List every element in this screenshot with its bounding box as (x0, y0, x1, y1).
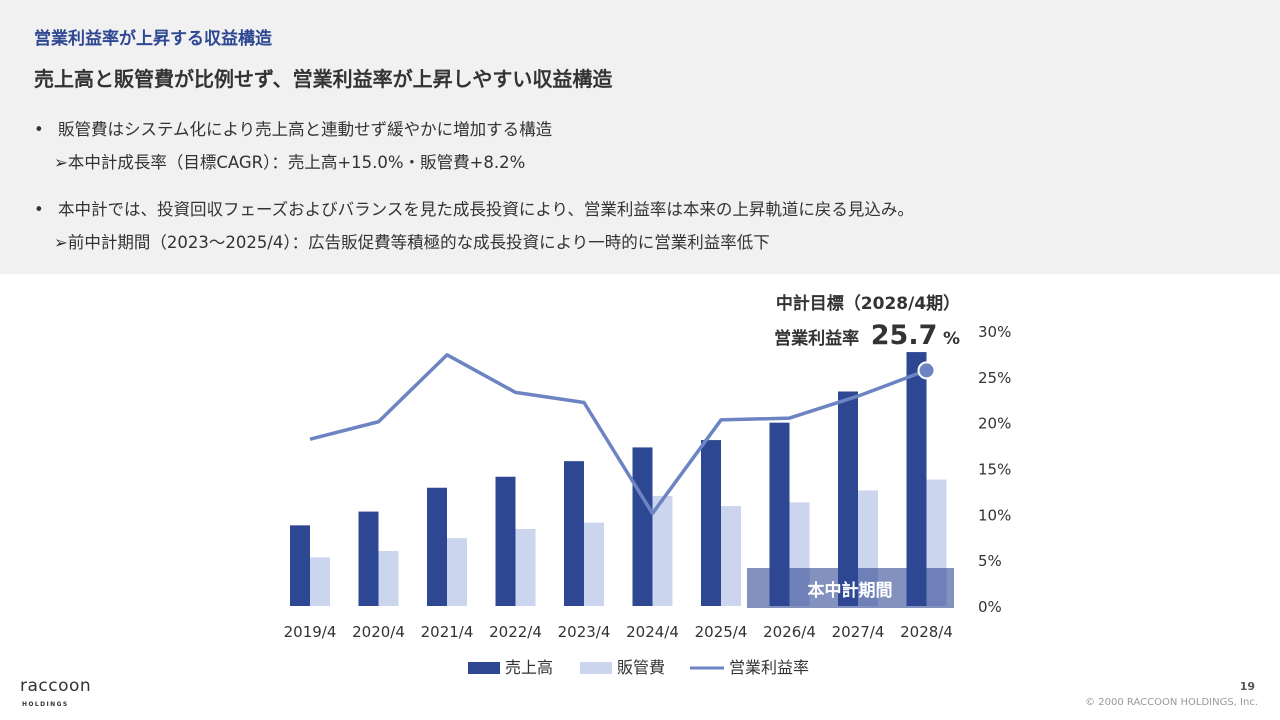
y-tick-label: 25% (978, 369, 1011, 387)
bar-sales (358, 511, 379, 606)
callout-unit: % (943, 329, 960, 349)
bullet-text: 本中計では、投資回収フェーズおよびバランスを見た成長投資により、営業利益率は本来… (58, 200, 914, 219)
legend-label-sga: 販管費 (617, 658, 665, 677)
bullet-marker: • (34, 120, 44, 139)
x-tick-label: 2026/4 (763, 623, 816, 641)
target-callout: 中計目標（2028/4期） 営業利益率 25.7 % (774, 293, 960, 351)
bar-sga (378, 551, 399, 606)
y-tick-label: 0% (978, 598, 1002, 616)
bar-sales (701, 440, 721, 606)
section-label: 営業利益率が上昇する収益構造 (34, 29, 272, 49)
legend-label-sales: 売上高 (505, 658, 553, 677)
bullet-sub-text: 前中計期間（2023〜2025/4）：広告販促費等積極的な成長投資により一時的に… (67, 233, 770, 252)
x-axis: 2019/4 2020/4 2021/4 2022/4 2023/4 2024/4 2025… (284, 623, 953, 641)
bullet-1: • 販管費はシステム化により売上高と連動せず緩やかに増加する構造 ➢本中計成長率（… (34, 116, 552, 173)
page-headline: 売上高と販管費が比例せず、営業利益率が上昇しやすい収益構造 (34, 67, 613, 91)
bullet-2: • 本中計では、投資回収フェーズおよびバランスを見た成長投資により、営業利益率は本… (34, 196, 914, 253)
summary-panel: 営業利益率が上昇する収益構造 売上高と販管費が比例せず、営業利益率が上昇しやすい… (0, 0, 1280, 274)
x-tick-label: 2025/4 (695, 623, 748, 641)
margin-line (309, 353, 928, 516)
y-axis: 0% 5% 10% 15% 20% 25% 30% (978, 323, 1011, 616)
y-tick-label: 30% (978, 323, 1011, 341)
callout-title: 中計目標（2028/4期） (776, 293, 960, 314)
bullet-sub: ➢本中計成長率（目標CAGR）：売上高+15.0%・販管費+8.2% (34, 149, 552, 173)
logo-subtext: HOLDINGS (22, 701, 69, 708)
bar-sales (290, 525, 310, 606)
bar-sga (310, 557, 330, 606)
bullet-sub: ➢前中計期間（2023〜2025/4）：広告販促費等積極的な成長投資により一時的… (34, 229, 914, 253)
y-tick-label: 15% (978, 461, 1011, 479)
bar-sales (769, 422, 790, 606)
target-point (917, 361, 936, 380)
bar-sales (427, 487, 447, 606)
y-tick-label: 5% (978, 552, 1002, 570)
bar-sales (906, 352, 927, 606)
legend: 売上高 販管費 営業利益率 (468, 658, 809, 677)
x-tick-label: 2023/4 (558, 623, 611, 641)
bar-sga (652, 496, 673, 606)
page-number: 19 (1239, 680, 1255, 693)
bar-sales (838, 391, 858, 606)
y-tick-label: 10% (978, 506, 1011, 524)
legend-swatch-sga (580, 662, 612, 674)
callout-value-line: 営業利益率 25.7 % (774, 320, 960, 351)
logo-wordmark: raccoon (20, 676, 92, 696)
plan-period-box (747, 568, 954, 608)
bar-sales (564, 461, 584, 606)
x-tick-label: 2028/4 (900, 623, 953, 641)
x-tick-label: 2020/4 (352, 623, 405, 641)
bar-sga (721, 506, 741, 606)
callout-label: 営業利益率 (774, 328, 859, 349)
bullet-text: 販管費はシステム化により売上高と連動せず緩やかに増加する構造 (58, 120, 553, 139)
bar-sga (515, 529, 536, 606)
legend-label-margin: 営業利益率 (729, 658, 809, 677)
arrow-marker: ➢ (54, 233, 68, 252)
plan-period-band: 本中計期間 (747, 568, 954, 608)
line-layer (309, 353, 936, 516)
x-tick-label: 2024/4 (626, 623, 679, 641)
bullet-marker: • (34, 200, 44, 219)
arrow-marker: ➢ (54, 153, 68, 172)
x-tick-label: 2019/4 (284, 623, 337, 641)
callout-value: 25.7 (871, 320, 938, 351)
revenue-margin-chart: 本中計期間 0%5%10%15%20%25%30% 2019/4 2020/4 20… (284, 293, 1012, 677)
y-tick-label: 20% (978, 415, 1011, 433)
bar-sga (447, 538, 467, 606)
x-tick-label: 2021/4 (421, 623, 474, 641)
bar-sga (584, 522, 604, 606)
company-logo: raccoon HOLDINGS (20, 676, 100, 712)
x-tick-label: 2022/4 (489, 623, 542, 641)
bar-sales (632, 447, 653, 606)
plan-period-label: 本中計期間 (808, 580, 893, 601)
legend-swatch-sales (468, 662, 500, 674)
copyright: © 2000 RACCOON HOLDINGS, Inc. (1085, 697, 1258, 708)
x-tick-label: 2027/4 (832, 623, 885, 641)
bar-sales (495, 476, 516, 606)
bars-layer (290, 352, 947, 606)
bullet-sub-text: 本中計成長率（目標CAGR）：売上高+15.0%・販管費+8.2% (67, 153, 526, 172)
